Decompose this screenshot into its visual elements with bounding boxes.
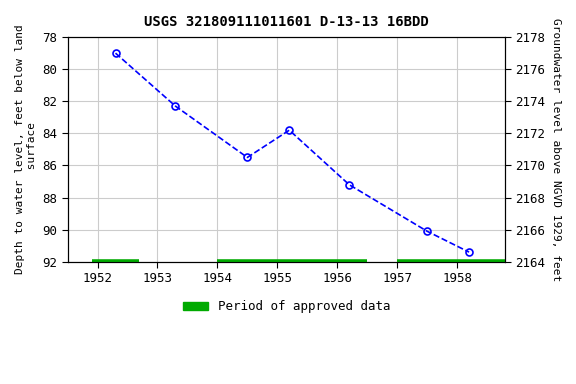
Legend: Period of approved data: Period of approved data [177, 295, 395, 318]
Y-axis label: Groundwater level above NGVD 1929, feet: Groundwater level above NGVD 1929, feet [551, 18, 561, 281]
Title: USGS 321809111011601 D-13-13 16BDD: USGS 321809111011601 D-13-13 16BDD [144, 15, 429, 29]
Y-axis label: Depth to water level, feet below land
 surface: Depth to water level, feet below land su… [15, 25, 37, 274]
